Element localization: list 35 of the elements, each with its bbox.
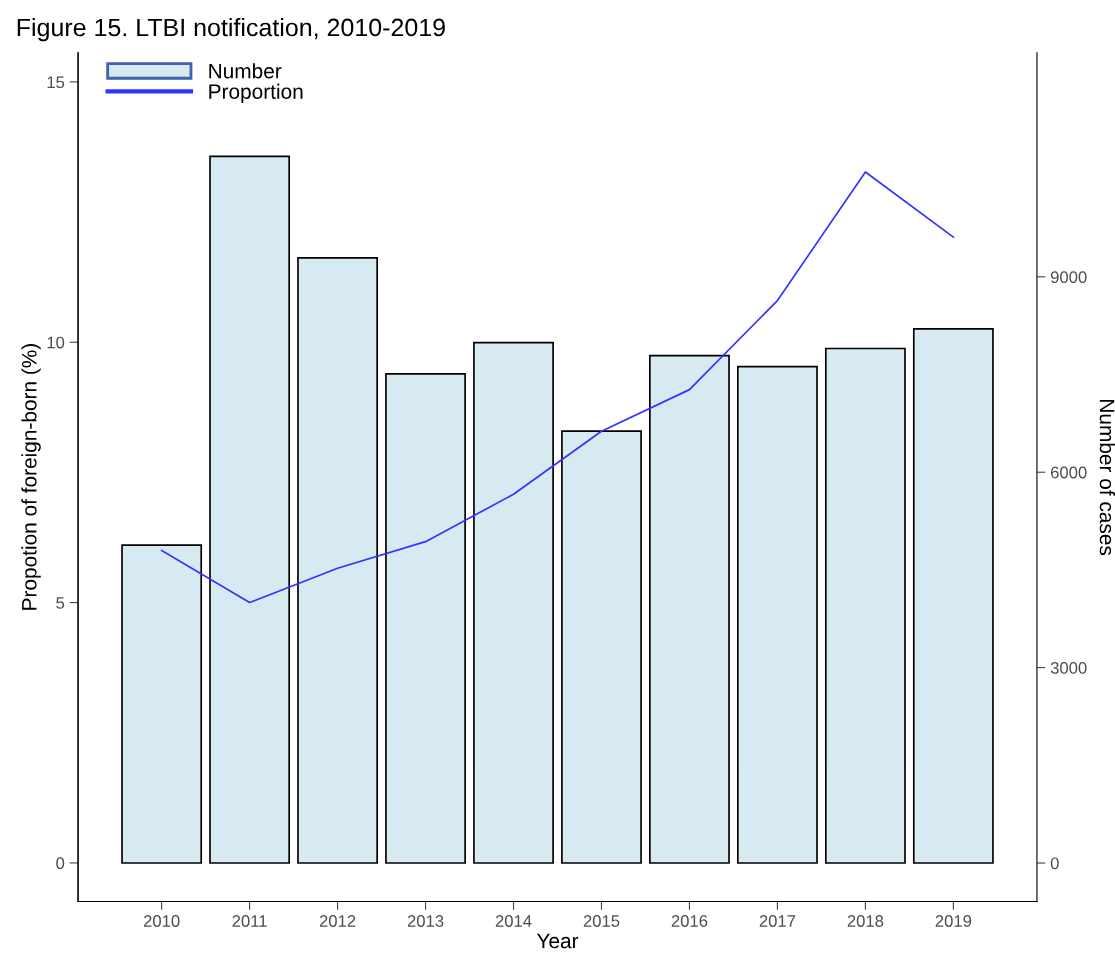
legend-label: Proportion (209, 83, 303, 104)
x-axis-title: Year (536, 933, 579, 949)
x-tick-label: 2010 (143, 915, 180, 927)
y2-tick-label: 9000 (1050, 271, 1087, 284)
bar (824, 347, 906, 864)
y-tick-label: 5 (56, 597, 65, 609)
x-tick-label: 2019 (935, 915, 972, 927)
bar (297, 257, 378, 864)
y2-axis-title: Number of cases (1099, 400, 1115, 556)
y2-tick-label: 0 (1050, 857, 1059, 870)
chart-title: Figure 15. LTBI notification, 2010-2019 (17, 17, 445, 42)
bar (121, 544, 203, 864)
y2-tick-label: 6000 (1050, 466, 1087, 479)
y-axis-title: Propotion of foreign-born (%) (21, 344, 41, 610)
y-tick-label: 10 (47, 336, 65, 349)
bar (737, 365, 818, 864)
line-series (160, 171, 955, 604)
x-tick-label: 2015 (583, 915, 620, 927)
x-tick-label: 2014 (495, 915, 532, 927)
bar (473, 341, 554, 864)
x-tick-label: 2011 (232, 915, 267, 927)
y-tick-label: 15 (47, 76, 65, 89)
x-tick-label: 2017 (759, 915, 796, 927)
x-tick-label: 2013 (407, 915, 444, 927)
bar (649, 354, 730, 864)
bar (912, 328, 994, 864)
bar (209, 155, 291, 864)
x-tick-label: 2012 (319, 915, 356, 927)
bar (385, 373, 466, 864)
x-tick-label: 2018 (847, 915, 884, 927)
y2-tick-label: 3000 (1050, 662, 1087, 674)
x-tick-label: 2016 (671, 915, 708, 927)
bar (561, 430, 642, 864)
y-tick-label: 0 (56, 857, 65, 870)
legend-label: Number (209, 63, 282, 79)
